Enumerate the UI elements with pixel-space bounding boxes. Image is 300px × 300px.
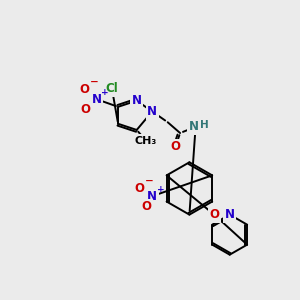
Text: N: N (147, 105, 157, 118)
Text: CH₃: CH₃ (135, 136, 157, 146)
Text: O: O (170, 140, 181, 153)
Text: O: O (79, 83, 89, 96)
Text: +: + (101, 88, 109, 97)
Text: N: N (147, 190, 157, 203)
Text: O: O (141, 200, 151, 213)
Text: N: N (132, 94, 142, 107)
Text: O: O (209, 208, 219, 221)
Text: Cl: Cl (106, 82, 118, 95)
Text: O: O (81, 103, 91, 116)
Text: N: N (189, 120, 199, 134)
Text: N: N (92, 93, 101, 106)
Text: −: − (89, 77, 98, 87)
Text: O: O (135, 182, 145, 195)
Text: H: H (200, 120, 209, 130)
Text: N: N (225, 208, 235, 221)
Text: +: + (157, 185, 164, 194)
Text: −: − (145, 176, 154, 186)
